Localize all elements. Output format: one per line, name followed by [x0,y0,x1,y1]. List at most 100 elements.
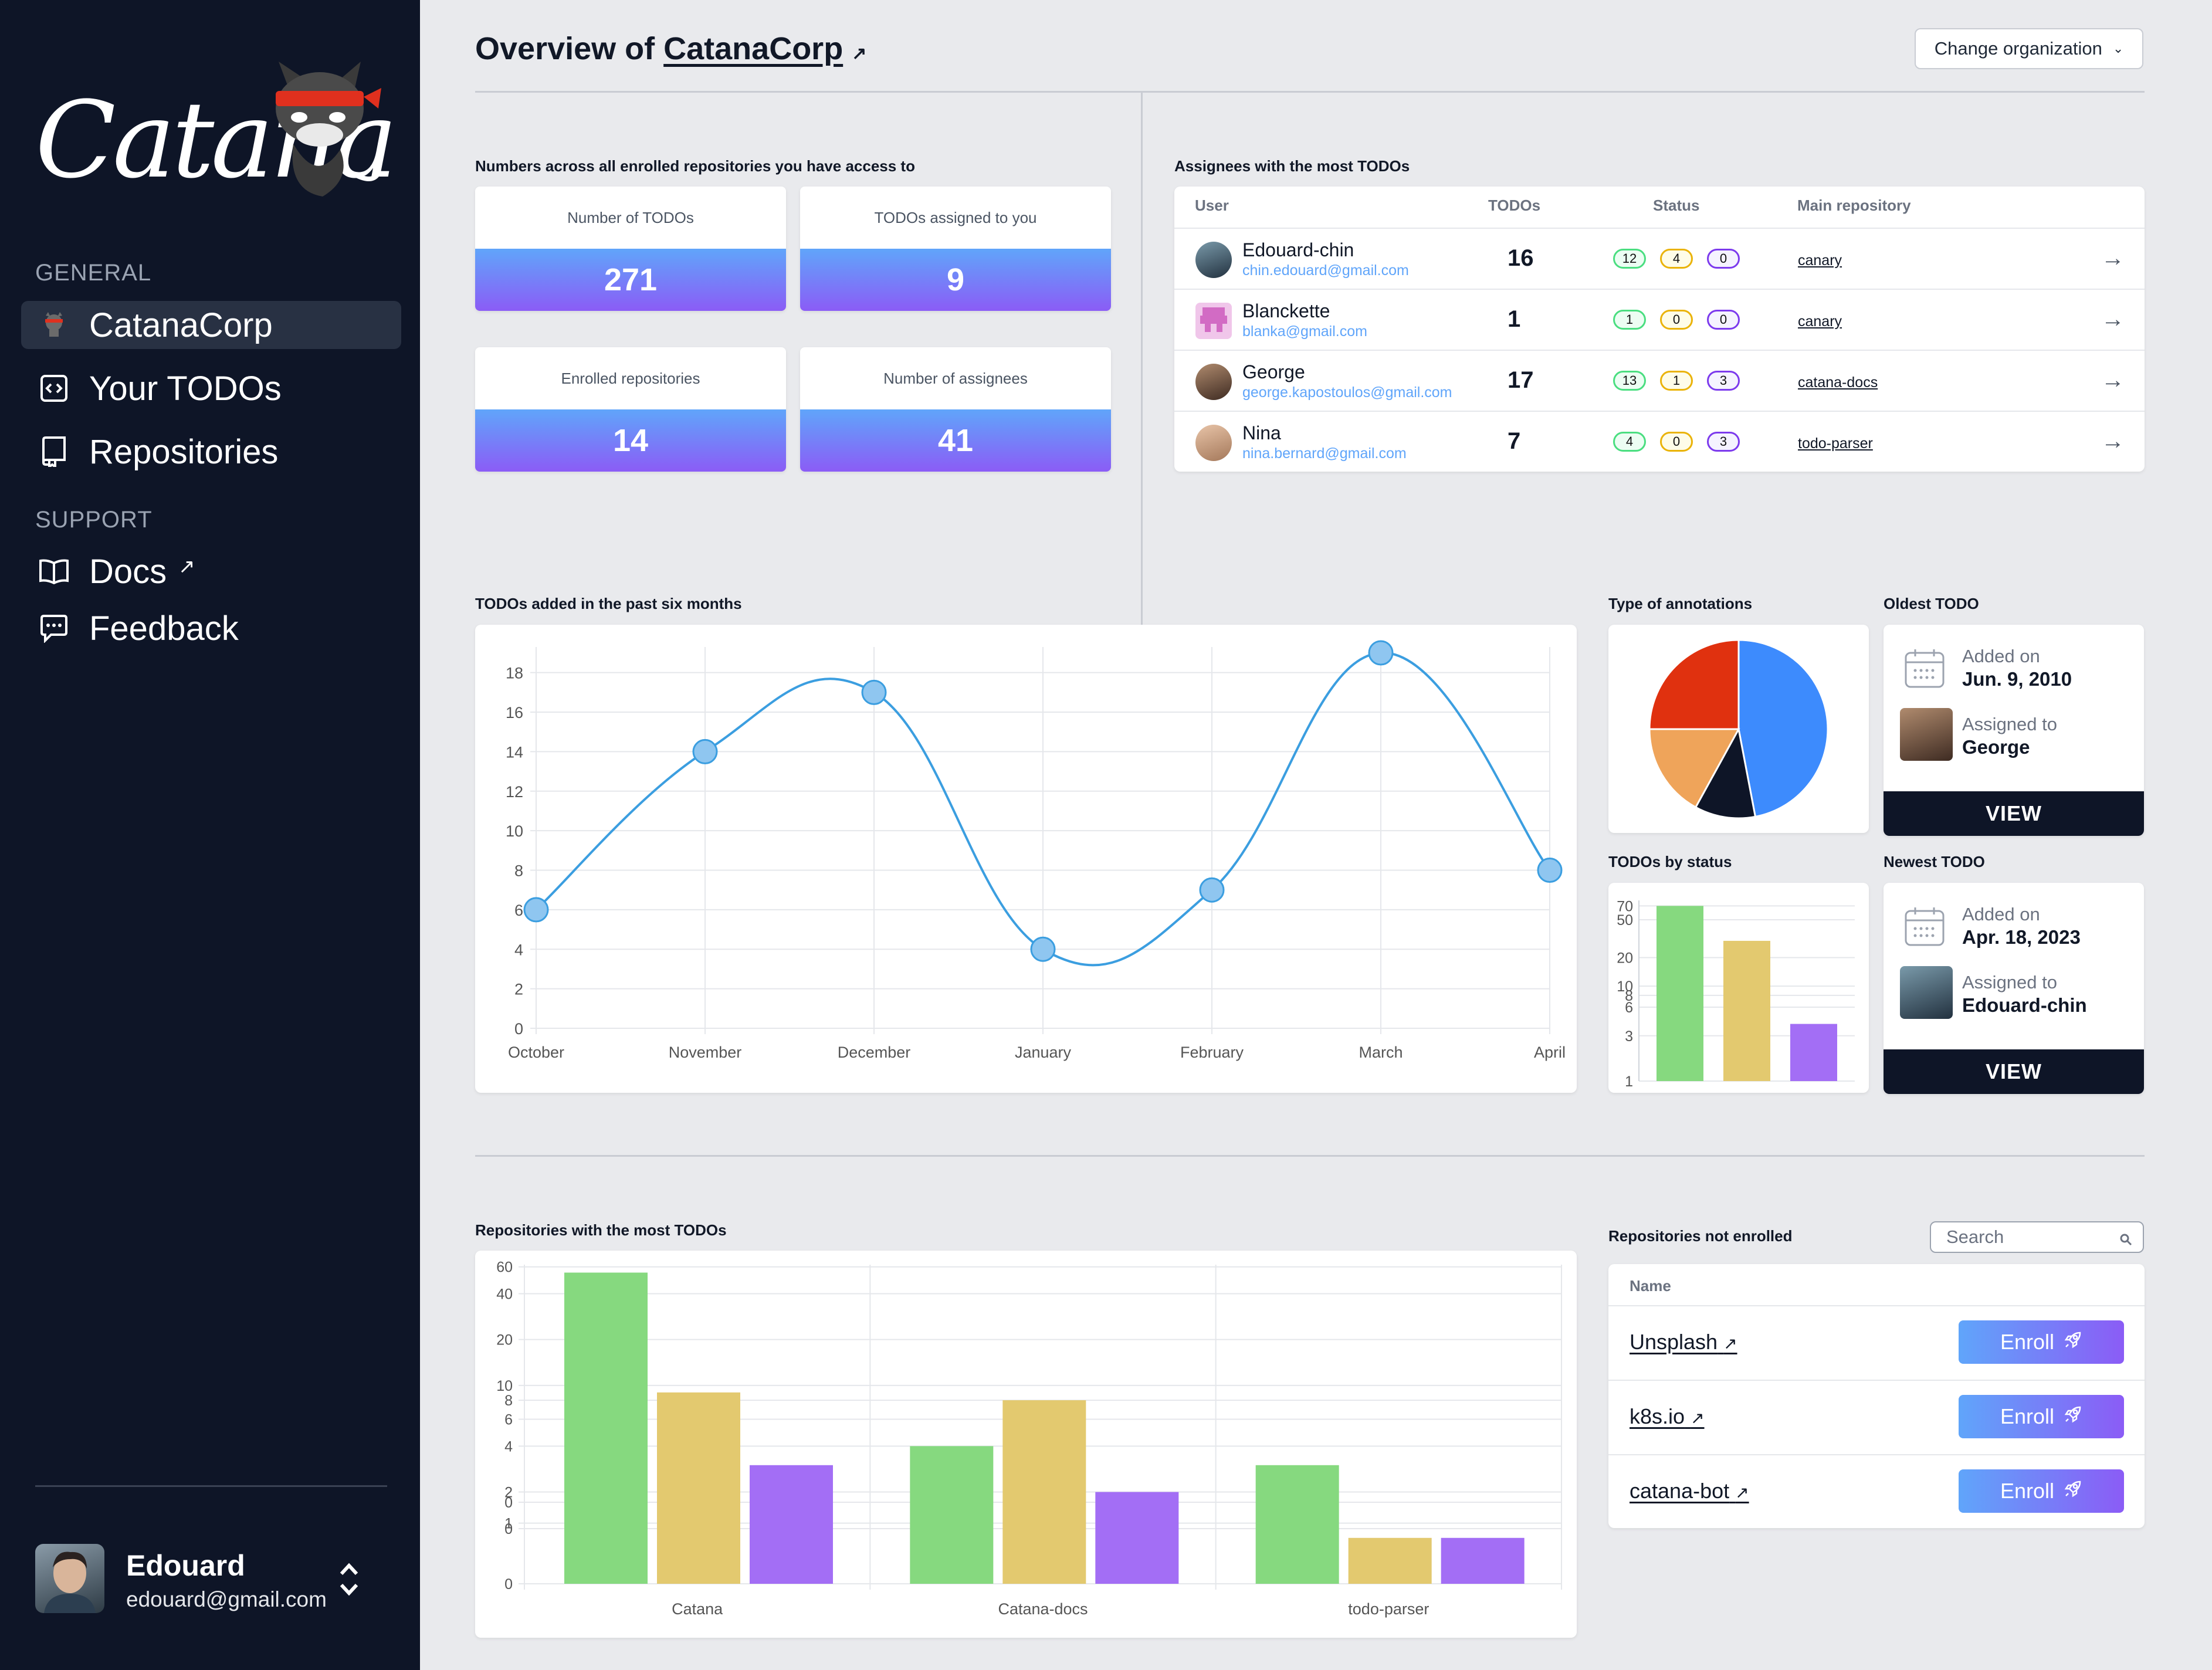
sidebar: Catana GENERAL CatanaCorp Your TODOs Rep… [0,0,420,1670]
x-tick-label: Catana-docs [998,1600,1088,1618]
sidebar-item-your-todos[interactable]: Your TODOs [21,364,401,412]
repo-link[interactable]: Unsplash ↗ [1630,1330,1737,1354]
arrow-right-icon[interactable]: → [2101,428,2125,454]
status-badge: 3 [1707,371,1740,391]
table-row: catana-bot ↗ Enroll [1608,1454,2145,1529]
calendar-icon [1905,649,1945,688]
chevron-up-down-icon[interactable] [334,1557,364,1601]
sidebar-item-feedback[interactable]: Feedback [21,604,401,652]
repo-link[interactable]: catana-docs [1798,374,1878,391]
column-header-todos: TODOs [1488,197,1541,214]
stat-card-todos: Number of TODOs 271 [475,187,786,311]
arrow-right-icon[interactable]: → [2101,245,2125,271]
avatar [1195,364,1232,400]
repo-link[interactable]: canary [1798,252,1842,269]
enroll-button[interactable]: Enroll [1959,1395,2124,1438]
sidebar-item-label: Repositories [89,432,279,471]
assignee-email: nina.bernard@gmail.com [1242,445,1407,462]
data-point [861,679,887,705]
sidebar-item-catanacorp[interactable]: CatanaCorp [21,301,401,349]
assignee-name: Edouard-chin [1242,239,1354,260]
not-enrolled-table: Name Unsplash ↗ Enroll k8s.io ↗ Enroll c… [1608,1264,2145,1528]
table-row[interactable]: Edouard-chin chin.edouard@gmail.com 16 1… [1174,228,2145,289]
line-chart-card: 0 2 4 6 8 10 12 14 16 18 October November December Ja… [475,625,1577,1093]
bar [1790,1024,1837,1081]
x-tick-label: April [1534,1044,1566,1061]
y-tick-label: 20 [1617,950,1633,966]
sidebar-item-docs[interactable]: Docs ↗ [21,547,401,595]
bar [1657,906,1703,1081]
view-newest-button[interactable]: VIEW [1884,1049,2144,1094]
repos-chart-card: 60 40 20 10 8 6 4 2 1 0 0 0 Catana Catana-docs todo-pa… [475,1251,1577,1638]
enroll-button[interactable]: Enroll [1959,1469,2124,1513]
status-badge: 4 [1613,432,1646,452]
assigned-to-label: Assigned to [1962,714,2057,734]
search-placeholder: Search [1946,1227,2004,1247]
support-section-label: SUPPORT [35,507,153,533]
chevron-down-icon: ⌄ [2112,41,2124,56]
table-row[interactable]: George george.kapostoulos@gmail.com 17 1… [1174,350,2145,411]
pie-chart-card [1608,625,1869,833]
stat-value: 271 [475,249,786,311]
org-link[interactable]: CatanaCorp [663,31,844,66]
table-row[interactable]: Blanckette blanka@gmail.com 1 1 0 0 cana… [1174,289,2145,350]
search-input[interactable]: Search [1930,1221,2144,1253]
enroll-button[interactable]: Enroll [1959,1320,2124,1364]
bar [1255,1465,1339,1584]
assignees-section-title: Assignees with the most TODOs [1174,157,1410,175]
stat-label: Number of TODOs [567,208,694,226]
assigned-to-label: Assigned to [1962,972,2057,992]
y-tick-label: 0 [514,1020,523,1038]
general-section-label: GENERAL [35,260,152,286]
x-tick-label: December [838,1044,911,1061]
bar [564,1272,648,1584]
calendar-icon [1905,907,1945,946]
y-tick-label: 10 [1617,978,1633,995]
added-on-label: Added on [1962,646,2040,666]
repo-link[interactable]: todo-parser [1798,435,1873,452]
y-tick-label: 0 [504,1495,513,1511]
bar [750,1465,833,1584]
arrow-right-icon[interactable]: → [2101,306,2125,332]
repo-link[interactable]: k8s.io ↗ [1630,1404,1705,1428]
x-tick-label: February [1180,1044,1244,1061]
assignee-email: blanka@gmail.com [1242,323,1367,340]
catana-logo[interactable]: Catana [35,56,398,208]
avatar[interactable] [35,1544,104,1613]
view-oldest-button[interactable]: VIEW [1884,791,2144,836]
table-row[interactable]: Nina nina.bernard@gmail.com 7 4 0 3 todo… [1174,411,2145,472]
chat-bubble-icon [36,611,72,646]
sidebar-item-label: Feedback [89,609,239,648]
stat-value: 41 [800,409,1111,472]
bar [1095,1492,1179,1584]
table-row: Unsplash ↗ Enroll [1608,1305,2145,1380]
change-organization-button[interactable]: Change organization ⌄ [1915,28,2143,69]
x-tick-label: todo-parser [1348,1600,1429,1618]
x-tick-label: Catana [672,1600,723,1618]
data-point [1537,858,1563,883]
y-tick-label: 60 [496,1259,513,1276]
rocket-icon [2064,1330,2082,1354]
assigned-to-value: George [1962,736,2030,758]
status-badge: 0 [1660,310,1693,330]
repo-link[interactable]: canary [1798,313,1842,330]
stat-label: Number of assignees [883,369,1028,387]
status-badge: 0 [1707,249,1740,269]
repo-link[interactable]: catana-bot ↗ [1630,1479,1749,1503]
search-icon [2119,1229,2132,1251]
status-badge: 13 [1613,371,1646,391]
sidebar-item-repositories[interactable]: Repositories [21,428,401,476]
arrow-right-icon[interactable]: → [2101,367,2125,393]
sidebar-divider [35,1485,387,1487]
x-tick-label: January [1015,1044,1072,1061]
oldest-todo-card: Added on Jun. 9, 2010 Assigned to George… [1884,625,2144,836]
stat-value: 14 [475,409,786,472]
status-badge: 3 [1707,432,1740,452]
annotations-chart-title: Type of annotations [1608,595,1753,612]
y-tick-label: 8 [514,862,523,880]
avatar [1900,708,1953,761]
y-tick-label: 0 [504,1576,513,1593]
pie-chart [1648,639,1829,819]
stat-card-enrolled-repos: Enrolled repositories 14 [475,347,786,472]
assignee-email: george.kapostoulos@gmail.com [1242,384,1452,401]
